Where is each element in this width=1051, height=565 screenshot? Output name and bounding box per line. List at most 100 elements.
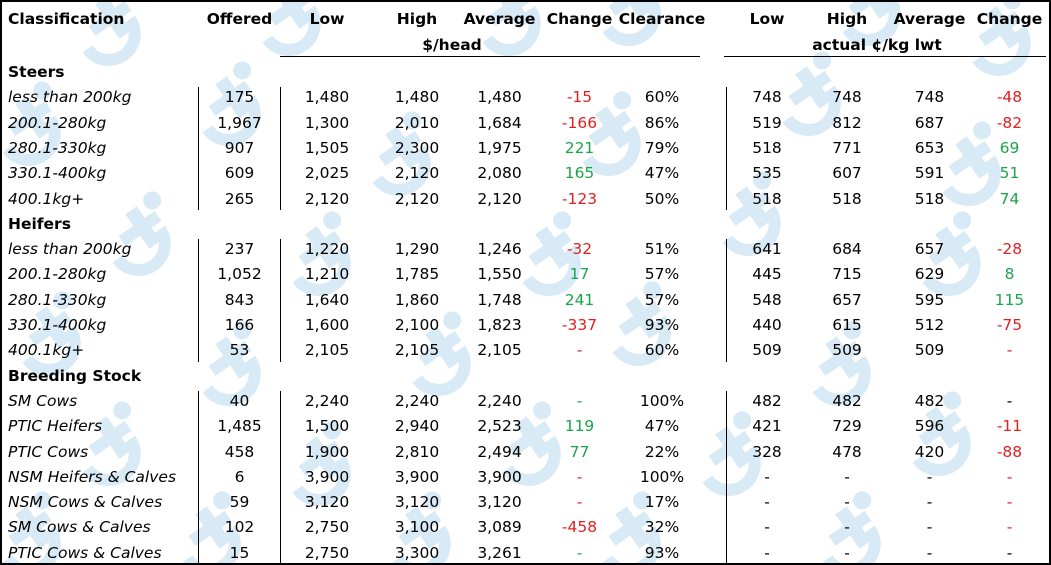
- cell-clearance: 93%: [644, 543, 680, 562]
- cell-clearance: 47%: [644, 164, 680, 183]
- column-separator: [280, 390, 281, 563]
- cell-offered: 1,967: [217, 113, 262, 132]
- cell-avg: 1,684: [477, 113, 522, 132]
- cell-low: 3,120: [304, 493, 350, 512]
- cell-avg: 3,900: [477, 467, 522, 486]
- cell-change2: 8: [1004, 265, 1015, 284]
- cell-avg: 2,523: [477, 417, 522, 436]
- cell-offered: 1,485: [217, 417, 262, 436]
- section-title: Heifers: [8, 214, 71, 233]
- cell-high: 2,120: [394, 164, 440, 183]
- cell-low2: -: [764, 543, 770, 562]
- cell-change2: -: [1006, 493, 1013, 512]
- cell-clearance: 51%: [644, 240, 680, 259]
- cell-change2: 51: [999, 164, 1020, 183]
- cell-low: 1,900: [304, 442, 350, 461]
- cell-avg: 2,080: [477, 164, 522, 183]
- cell-high: 2,300: [394, 138, 440, 157]
- cell-change2: 69: [999, 138, 1020, 157]
- cell-change: 17: [569, 265, 590, 284]
- cell-low: 1,505: [304, 138, 350, 157]
- cell-high: 3,120: [394, 493, 440, 512]
- cell-high2: 509: [832, 341, 862, 360]
- row-label: NSM Heifers & Calves: [8, 467, 177, 486]
- cell-avg: 3,089: [477, 518, 522, 537]
- cell-change2: -: [1006, 518, 1013, 537]
- header-classification: Classification: [8, 10, 125, 28]
- cell-avg2: 518: [914, 189, 945, 208]
- cell-high: 3,900: [394, 467, 440, 486]
- row-label: 400.1kg+: [8, 341, 85, 360]
- cell-low2: -: [764, 493, 770, 512]
- header-offered: Offered: [206, 10, 273, 28]
- cell-change2: -75: [996, 316, 1023, 334]
- cell-change2: -88: [996, 442, 1023, 461]
- cell-high2: 729: [832, 417, 862, 436]
- cell-avg2: 629: [914, 265, 945, 284]
- cell-change: 119: [564, 417, 595, 436]
- cell-change: -: [576, 341, 583, 360]
- column-separator: [198, 239, 199, 362]
- column-separator: [198, 390, 199, 563]
- cell-clearance: 32%: [644, 518, 680, 537]
- cell-clearance: 57%: [644, 290, 680, 309]
- cell-high: 2,010: [394, 113, 440, 132]
- section-title: Steers: [8, 63, 65, 81]
- section-title: Breeding Stock: [8, 366, 142, 385]
- cell-high2: 684: [832, 240, 862, 259]
- cell-avg2: 512: [914, 316, 945, 334]
- header-change: Change: [546, 10, 613, 28]
- cell-high: 2,100: [394, 316, 440, 334]
- cell-avg: 1,975: [477, 138, 522, 157]
- cell-low2: 509: [752, 341, 782, 360]
- cell-high2: -: [844, 518, 850, 537]
- row-label: 330.1-400kg: [8, 164, 107, 183]
- cell-clearance: 79%: [644, 138, 680, 157]
- row-label: 200.1-280kg: [8, 113, 107, 132]
- cell-change2: -: [1006, 543, 1013, 562]
- cell-high: 1,860: [394, 290, 440, 309]
- cell-high: 3,100: [394, 518, 440, 537]
- cell-avg2: 482: [914, 391, 945, 410]
- cell-low: 2,105: [304, 341, 350, 360]
- cell-clearance: 93%: [644, 316, 680, 334]
- row-label: PTIC Cows: [8, 442, 89, 461]
- header-low-kg: Low: [749, 10, 785, 28]
- cell-avg: 2,240: [477, 391, 522, 410]
- header-change-kg: Change: [976, 10, 1043, 28]
- cell-low2: 518: [752, 138, 782, 157]
- cell-change: -32: [566, 240, 593, 259]
- cell-avg2: 653: [914, 138, 945, 157]
- cell-change: -: [576, 543, 583, 562]
- cell-change2: 74: [999, 189, 1020, 208]
- cell-offered: 102: [224, 518, 255, 537]
- cell-low2: 519: [752, 113, 782, 132]
- cell-low: 2,025: [304, 164, 350, 183]
- cell-clearance: 86%: [644, 113, 680, 132]
- cell-clearance: 17%: [644, 493, 680, 512]
- cell-change2: -28: [996, 240, 1023, 259]
- cell-high: 2,810: [394, 442, 440, 461]
- cell-change: 241: [564, 290, 595, 309]
- cell-change: -458: [561, 518, 598, 537]
- row-label: NSM Cows & Calves: [8, 493, 163, 512]
- cell-clearance: 22%: [644, 442, 680, 461]
- cell-change2: -: [1006, 341, 1013, 360]
- row-label: SM Cows & Calves: [8, 518, 151, 537]
- cell-high2: -: [844, 493, 850, 512]
- cell-avg2: 509: [914, 341, 945, 360]
- cell-clearance: 50%: [644, 189, 680, 208]
- cell-low2: 748: [752, 88, 782, 107]
- header-high: High: [396, 10, 438, 28]
- cell-offered: 53: [229, 341, 250, 360]
- row-label: PTIC Heifers: [8, 417, 103, 436]
- cell-avg2: 591: [914, 164, 945, 183]
- cell-change: -: [576, 493, 583, 512]
- cell-avg2: 595: [914, 290, 945, 309]
- cell-change: 165: [564, 164, 595, 183]
- cell-low2: -: [764, 467, 770, 486]
- cell-low: 1,480: [304, 88, 350, 107]
- cell-change2: -: [1006, 391, 1013, 410]
- cell-high2: 657: [832, 290, 862, 309]
